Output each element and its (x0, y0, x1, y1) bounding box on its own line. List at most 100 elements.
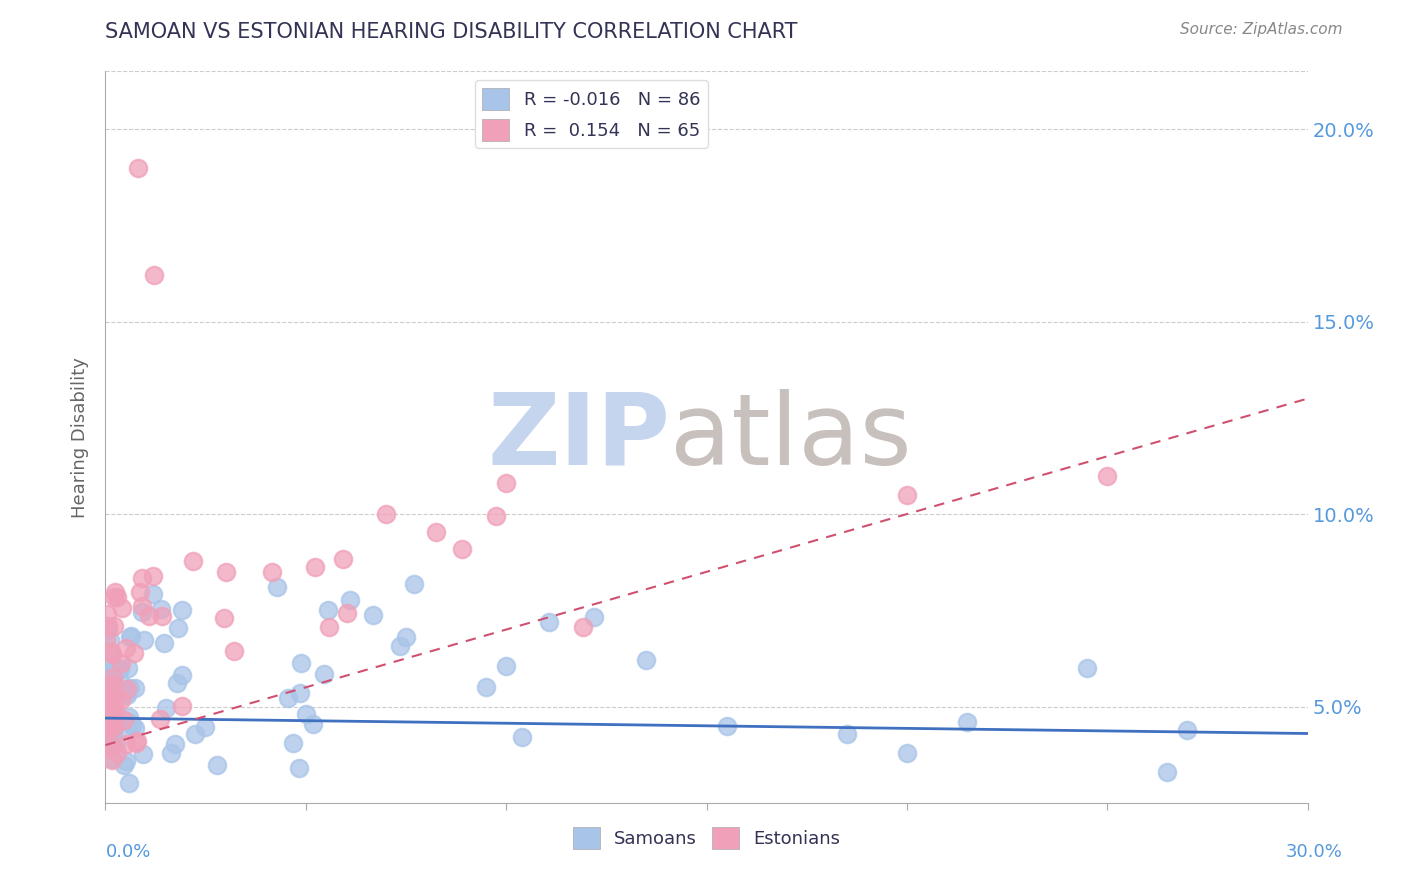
Point (295, 707, 318, 722)
Point (94, 633, 117, 648)
Point (96, 607, 118, 622)
Y-axis label: Hearing Disability: Hearing Disability (72, 357, 90, 517)
Point (100, 648, 122, 662)
Point (100, 751, 122, 765)
Point (166, 676, 188, 690)
Point (835, 726, 858, 740)
Point (103, 681, 125, 695)
Point (896, 488, 918, 502)
Point (101, 686, 124, 700)
Point (318, 620, 340, 634)
Point (395, 630, 418, 644)
Point (404, 577, 426, 591)
Point (103, 739, 125, 753)
Point (495, 658, 517, 673)
Point (97, 682, 120, 697)
Point (131, 599, 153, 614)
Point (339, 592, 361, 607)
Point (103, 720, 125, 734)
Point (103, 662, 125, 676)
Point (170, 699, 193, 714)
Point (94, 740, 117, 755)
Text: Source: ZipAtlas.com: Source: ZipAtlas.com (1180, 22, 1343, 37)
Point (104, 694, 127, 708)
Point (105, 664, 128, 678)
Point (155, 700, 177, 714)
Point (104, 585, 127, 599)
Text: SAMOAN VS ESTONIAN HEARING DISABILITY CORRELATION CHART: SAMOAN VS ESTONIAN HEARING DISABILITY CO… (105, 22, 799, 42)
Point (131, 571, 153, 585)
Point (142, 268, 165, 283)
Point (212, 611, 235, 625)
Text: atlas: atlas (671, 389, 912, 485)
Point (103, 590, 125, 604)
Point (290, 657, 312, 671)
Point (510, 730, 533, 744)
Point (636, 653, 658, 667)
Point (159, 746, 181, 760)
Point (101, 698, 124, 712)
Point (495, 476, 517, 491)
Point (194, 720, 217, 734)
Point (222, 644, 245, 658)
Text: 0.0%: 0.0% (105, 843, 150, 861)
Point (475, 681, 498, 695)
Point (96, 692, 118, 706)
Point (181, 554, 204, 568)
Point (128, 584, 150, 599)
Point (304, 560, 326, 574)
Point (131, 605, 153, 619)
Point (111, 601, 134, 615)
Point (100, 705, 122, 719)
Point (167, 621, 190, 635)
Legend: Samoans, Estonians: Samoans, Estonians (565, 820, 848, 856)
Point (103, 677, 125, 691)
Point (375, 507, 398, 521)
Point (114, 737, 136, 751)
Point (150, 609, 173, 624)
Point (132, 632, 155, 647)
Point (425, 525, 447, 540)
Point (1177, 723, 1199, 737)
Point (104, 705, 127, 719)
Point (361, 607, 384, 622)
Point (572, 620, 595, 634)
Point (389, 640, 412, 654)
Point (103, 711, 125, 725)
Point (1097, 468, 1119, 483)
Point (127, 734, 149, 748)
Point (124, 681, 146, 695)
Point (100, 644, 122, 658)
Point (98, 721, 121, 735)
Point (98, 704, 121, 718)
Point (101, 737, 124, 751)
Point (115, 722, 138, 736)
Point (149, 602, 172, 616)
Point (124, 646, 146, 660)
Point (1076, 661, 1098, 675)
Point (115, 686, 138, 700)
Point (112, 713, 135, 727)
Point (118, 710, 141, 724)
Point (103, 664, 125, 678)
Point (98, 632, 121, 647)
Point (277, 690, 299, 705)
Text: 30.0%: 30.0% (1286, 843, 1343, 861)
Point (262, 565, 284, 579)
Point (149, 712, 172, 726)
Point (101, 655, 124, 669)
Point (101, 753, 124, 767)
Point (96, 711, 118, 725)
Point (266, 580, 288, 594)
Point (120, 628, 142, 642)
Point (118, 715, 141, 730)
Point (104, 737, 127, 751)
Point (112, 758, 135, 772)
Point (1156, 764, 1178, 779)
Point (97, 709, 120, 723)
Point (115, 688, 138, 702)
Point (94, 724, 117, 739)
Point (101, 716, 124, 731)
Point (716, 719, 738, 733)
Point (290, 686, 312, 700)
